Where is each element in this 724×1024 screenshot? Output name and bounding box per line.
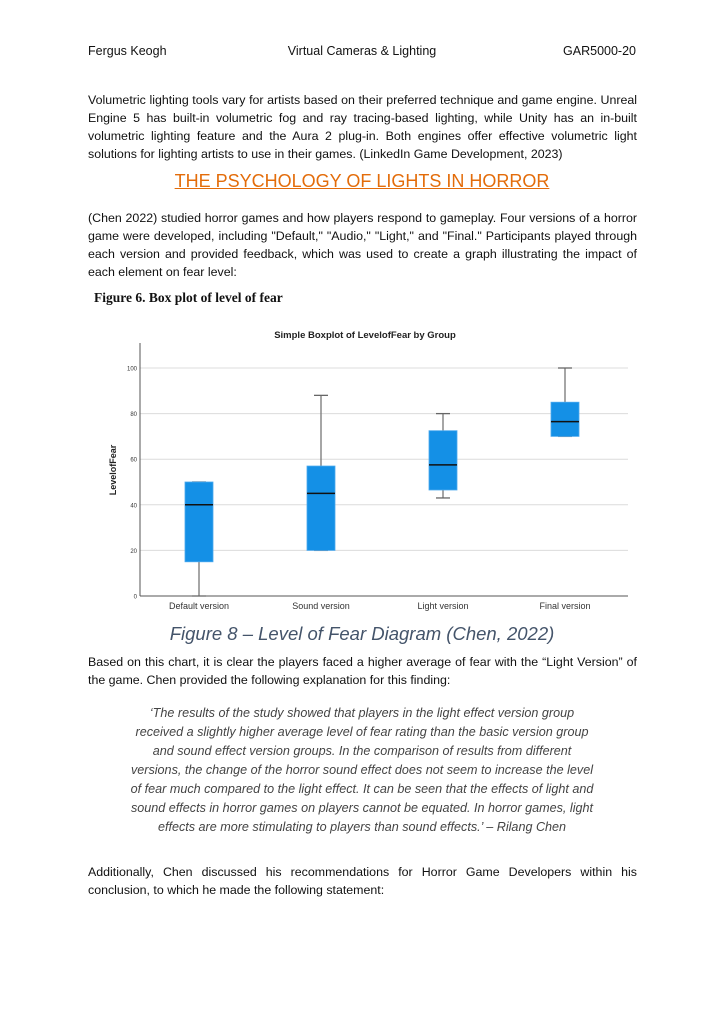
x-tick-label: Default version — [169, 601, 229, 611]
paragraph-volumetric: Volumetric lighting tools vary for artis… — [88, 93, 637, 161]
quote-chen: ‘The results of the study showed that pl… — [130, 706, 594, 834]
paragraph-recommendations: Additionally, Chen discussed his recomme… — [88, 865, 637, 897]
y-tick-label: 80 — [130, 412, 137, 418]
figure6-caption: Figure 6. Box plot of level of fear — [94, 290, 283, 305]
x-tick-label: Final version — [539, 601, 590, 611]
header-title: Virtual Cameras & Lighting — [287, 44, 437, 58]
header-author: Fergus Keogh — [88, 44, 167, 58]
y-tick-label: 20 — [130, 549, 137, 555]
y-tick-label: 60 — [130, 458, 137, 464]
y-axis-label: LevelofFear — [108, 444, 118, 495]
box — [550, 401, 580, 437]
chart-title: Simple Boxplot of LevelofFear by Group — [274, 330, 456, 341]
figure8-caption: Figure 8 – Level of Fear Diagram (Chen, … — [169, 623, 555, 644]
paragraph-chen-study: (Chen 2022) studied horror games and how… — [88, 211, 637, 279]
y-tick-label: 40 — [130, 503, 137, 509]
x-tick-label: Light version — [417, 601, 468, 611]
section-heading: THE PSYCHOLOGY OF LIGHTS IN HORROR — [174, 171, 550, 191]
y-tick-label: 0 — [134, 595, 138, 601]
box — [428, 430, 458, 491]
y-tick-label: 100 — [127, 367, 138, 373]
paragraph-analysis: Based on this chart, it is clear the pla… — [88, 655, 637, 687]
box — [306, 465, 336, 551]
header-code: GAR5000-20 — [563, 44, 636, 58]
box — [184, 481, 214, 563]
x-tick-label: Sound version — [292, 601, 350, 611]
